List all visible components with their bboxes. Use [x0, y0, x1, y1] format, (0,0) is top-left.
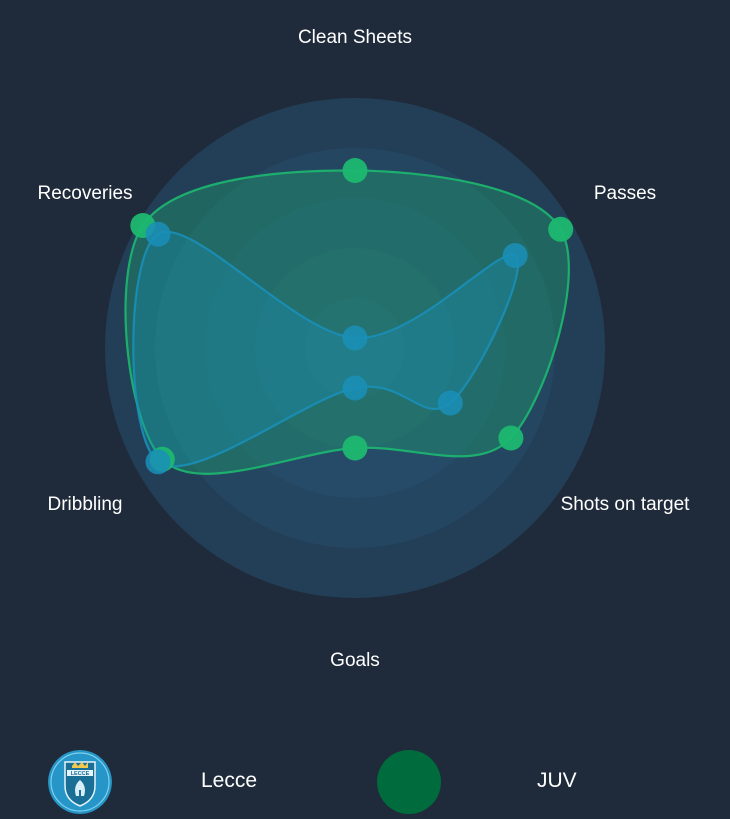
- axis-label-goals: Goals: [330, 650, 380, 671]
- axis-label-clean-sheets: Clean Sheets: [298, 27, 412, 48]
- data-point-lecce-5[interactable]: [145, 221, 171, 247]
- axis-label-dribbling: Dribbling: [48, 494, 123, 515]
- data-point-juv-0[interactable]: [342, 158, 368, 183]
- data-point-lecce-4[interactable]: [145, 449, 171, 475]
- data-point-lecce-0[interactable]: [342, 325, 368, 351]
- axis-label-recoveries: Recoveries: [37, 183, 132, 204]
- juv-color-swatch-icon: [377, 750, 441, 814]
- data-point-lecce-3[interactable]: [342, 375, 368, 401]
- axis-label-shots-on-target: Shots on target: [561, 494, 691, 515]
- radar-axis-labels: Clean Sheets Passes Shots on target Goals Dr…: [37, 27, 690, 671]
- radar-series-layer: [124, 158, 574, 475]
- axis-label-passes: Passes: [594, 183, 656, 204]
- svg-text:LECCE: LECCE: [71, 771, 90, 777]
- chart-legend: LECCE Lecce JUV: [0, 745, 730, 819]
- data-point-juv-3[interactable]: [342, 435, 368, 461]
- data-point-juv-2[interactable]: [498, 425, 524, 451]
- data-point-lecce-1[interactable]: [502, 243, 528, 268]
- radar-chart: Clean Sheets Passes Shots on target Goals Dr…: [37, 27, 690, 671]
- data-point-lecce-2[interactable]: [437, 390, 463, 416]
- legend-label-lecce: Lecce: [201, 769, 258, 792]
- data-point-juv-1[interactable]: [548, 216, 574, 242]
- legend-label-juv: JUV: [537, 769, 577, 792]
- lecce-crest-icon: LECCE: [48, 750, 112, 814]
